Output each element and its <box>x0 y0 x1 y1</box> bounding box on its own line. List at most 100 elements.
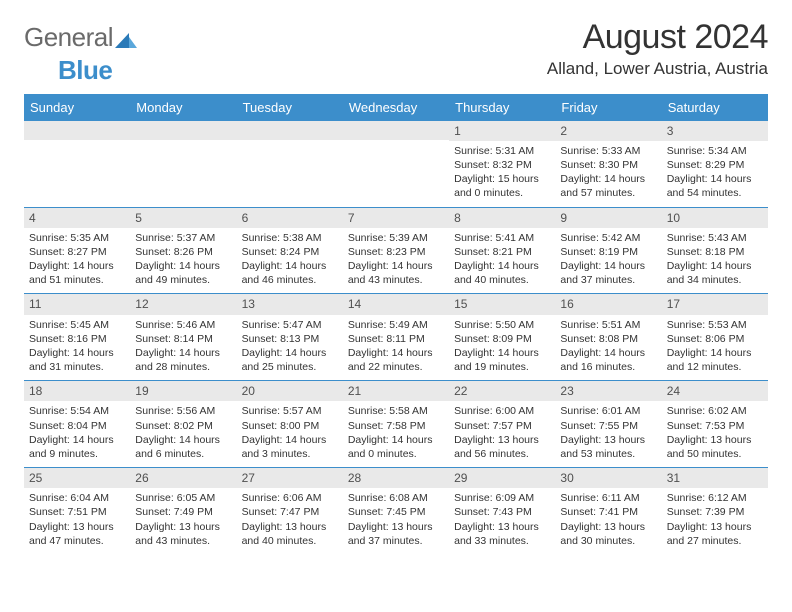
empty-day-header <box>237 121 343 140</box>
day-number: 15 <box>449 294 555 314</box>
day-cell: 17Sunrise: 5:53 AMSunset: 8:06 PMDayligh… <box>662 294 768 380</box>
day-body: Sunrise: 5:53 AMSunset: 8:06 PMDaylight:… <box>662 315 768 381</box>
day-cell: 27Sunrise: 6:06 AMSunset: 7:47 PMDayligh… <box>237 468 343 554</box>
day-cell: 16Sunrise: 5:51 AMSunset: 8:08 PMDayligh… <box>555 294 661 380</box>
daylight-line: Daylight: 14 hours and 3 minutes. <box>242 433 339 461</box>
sunset-line: Sunset: 8:13 PM <box>242 332 339 346</box>
daylight-line: Daylight: 15 hours and 0 minutes. <box>454 172 551 200</box>
day-number: 20 <box>237 381 343 401</box>
sunset-line: Sunset: 8:16 PM <box>29 332 126 346</box>
weeks-container: 1Sunrise: 5:31 AMSunset: 8:32 PMDaylight… <box>24 120 768 554</box>
calendar-grid: Sunday Monday Tuesday Wednesday Thursday… <box>24 94 768 554</box>
sunrise-line: Sunrise: 5:43 AM <box>667 231 764 245</box>
day-cell: 15Sunrise: 5:50 AMSunset: 8:09 PMDayligh… <box>449 294 555 380</box>
sunrise-line: Sunrise: 5:45 AM <box>29 318 126 332</box>
sunset-line: Sunset: 7:51 PM <box>29 505 126 519</box>
day-body: Sunrise: 5:42 AMSunset: 8:19 PMDaylight:… <box>555 228 661 294</box>
sunset-line: Sunset: 7:57 PM <box>454 419 551 433</box>
sunrise-line: Sunrise: 6:04 AM <box>29 491 126 505</box>
day-body: Sunrise: 5:35 AMSunset: 8:27 PMDaylight:… <box>24 228 130 294</box>
brand-triangle-icon <box>115 24 137 55</box>
day-header-sat: Saturday <box>662 96 768 120</box>
week-row: 1Sunrise: 5:31 AMSunset: 8:32 PMDaylight… <box>24 120 768 207</box>
sunrise-line: Sunrise: 5:31 AM <box>454 144 551 158</box>
day-body: Sunrise: 5:33 AMSunset: 8:30 PMDaylight:… <box>555 141 661 207</box>
daylight-line: Daylight: 14 hours and 57 minutes. <box>560 172 657 200</box>
day-number: 3 <box>662 121 768 141</box>
sunset-line: Sunset: 8:26 PM <box>135 245 232 259</box>
day-cell: 8Sunrise: 5:41 AMSunset: 8:21 PMDaylight… <box>449 208 555 294</box>
sunrise-line: Sunrise: 5:58 AM <box>348 404 445 418</box>
day-number: 13 <box>237 294 343 314</box>
day-body: Sunrise: 6:06 AMSunset: 7:47 PMDaylight:… <box>237 488 343 554</box>
day-number: 4 <box>24 208 130 228</box>
daylight-line: Daylight: 14 hours and 31 minutes. <box>29 346 126 374</box>
day-header-fri: Friday <box>555 96 661 120</box>
day-cell: 2Sunrise: 5:33 AMSunset: 8:30 PMDaylight… <box>555 121 661 207</box>
daylight-line: Daylight: 14 hours and 0 minutes. <box>348 433 445 461</box>
day-cell: 6Sunrise: 5:38 AMSunset: 8:24 PMDaylight… <box>237 208 343 294</box>
day-body: Sunrise: 5:58 AMSunset: 7:58 PMDaylight:… <box>343 401 449 467</box>
sunrise-line: Sunrise: 6:11 AM <box>560 491 657 505</box>
sunset-line: Sunset: 7:41 PM <box>560 505 657 519</box>
brand-logo: GeneralBlue <box>24 22 137 86</box>
title-block: August 2024 Alland, Lower Austria, Austr… <box>547 18 768 79</box>
daylight-line: Daylight: 14 hours and 49 minutes. <box>135 259 232 287</box>
calendar-page: GeneralBlue August 2024 Alland, Lower Au… <box>0 0 792 564</box>
sunrise-line: Sunrise: 6:06 AM <box>242 491 339 505</box>
sunrise-line: Sunrise: 5:39 AM <box>348 231 445 245</box>
sunset-line: Sunset: 8:24 PM <box>242 245 339 259</box>
sunset-line: Sunset: 8:32 PM <box>454 158 551 172</box>
day-body: Sunrise: 5:45 AMSunset: 8:16 PMDaylight:… <box>24 315 130 381</box>
day-number: 10 <box>662 208 768 228</box>
day-cell <box>343 121 449 207</box>
sunrise-line: Sunrise: 6:00 AM <box>454 404 551 418</box>
sunset-line: Sunset: 8:04 PM <box>29 419 126 433</box>
day-cell: 20Sunrise: 5:57 AMSunset: 8:00 PMDayligh… <box>237 381 343 467</box>
sunrise-line: Sunrise: 5:42 AM <box>560 231 657 245</box>
sunset-line: Sunset: 7:55 PM <box>560 419 657 433</box>
day-number: 27 <box>237 468 343 488</box>
day-cell: 29Sunrise: 6:09 AMSunset: 7:43 PMDayligh… <box>449 468 555 554</box>
day-body: Sunrise: 5:51 AMSunset: 8:08 PMDaylight:… <box>555 315 661 381</box>
day-number: 24 <box>662 381 768 401</box>
day-cell: 1Sunrise: 5:31 AMSunset: 8:32 PMDaylight… <box>449 121 555 207</box>
day-number: 11 <box>24 294 130 314</box>
day-cell: 23Sunrise: 6:01 AMSunset: 7:55 PMDayligh… <box>555 381 661 467</box>
day-cell <box>237 121 343 207</box>
day-cell: 30Sunrise: 6:11 AMSunset: 7:41 PMDayligh… <box>555 468 661 554</box>
sunset-line: Sunset: 8:23 PM <box>348 245 445 259</box>
daylight-line: Daylight: 13 hours and 50 minutes. <box>667 433 764 461</box>
daylight-line: Daylight: 14 hours and 51 minutes. <box>29 259 126 287</box>
day-number: 18 <box>24 381 130 401</box>
week-row: 25Sunrise: 6:04 AMSunset: 7:51 PMDayligh… <box>24 467 768 554</box>
day-number: 23 <box>555 381 661 401</box>
day-cell <box>130 121 236 207</box>
week-row: 4Sunrise: 5:35 AMSunset: 8:27 PMDaylight… <box>24 207 768 294</box>
day-number: 25 <box>24 468 130 488</box>
day-cell <box>24 121 130 207</box>
sunset-line: Sunset: 7:45 PM <box>348 505 445 519</box>
sunrise-line: Sunrise: 5:41 AM <box>454 231 551 245</box>
sunrise-line: Sunrise: 6:05 AM <box>135 491 232 505</box>
day-body: Sunrise: 5:43 AMSunset: 8:18 PMDaylight:… <box>662 228 768 294</box>
day-cell: 7Sunrise: 5:39 AMSunset: 8:23 PMDaylight… <box>343 208 449 294</box>
day-number: 7 <box>343 208 449 228</box>
daylight-line: Daylight: 13 hours and 43 minutes. <box>135 520 232 548</box>
day-number: 8 <box>449 208 555 228</box>
sunrise-line: Sunrise: 5:56 AM <box>135 404 232 418</box>
sunset-line: Sunset: 8:14 PM <box>135 332 232 346</box>
day-number: 31 <box>662 468 768 488</box>
sunset-line: Sunset: 8:19 PM <box>560 245 657 259</box>
daylight-line: Daylight: 14 hours and 46 minutes. <box>242 259 339 287</box>
daylight-line: Daylight: 14 hours and 34 minutes. <box>667 259 764 287</box>
sunrise-line: Sunrise: 5:47 AM <box>242 318 339 332</box>
day-body: Sunrise: 6:04 AMSunset: 7:51 PMDaylight:… <box>24 488 130 554</box>
day-body: Sunrise: 5:54 AMSunset: 8:04 PMDaylight:… <box>24 401 130 467</box>
day-cell: 13Sunrise: 5:47 AMSunset: 8:13 PMDayligh… <box>237 294 343 380</box>
sunset-line: Sunset: 7:49 PM <box>135 505 232 519</box>
week-row: 11Sunrise: 5:45 AMSunset: 8:16 PMDayligh… <box>24 293 768 380</box>
day-cell: 25Sunrise: 6:04 AMSunset: 7:51 PMDayligh… <box>24 468 130 554</box>
day-cell: 12Sunrise: 5:46 AMSunset: 8:14 PMDayligh… <box>130 294 236 380</box>
sunrise-line: Sunrise: 6:09 AM <box>454 491 551 505</box>
